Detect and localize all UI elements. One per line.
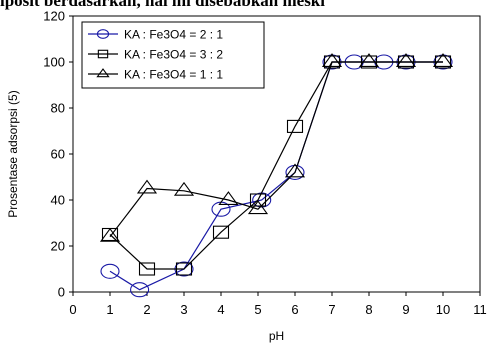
legend-label: KA : Fe3O4 = 2 : 1 [124,28,223,42]
data-point-triangle [395,53,417,67]
data-point-circle [100,263,120,279]
x-tick-label: 11 [473,302,487,317]
legend-item: KA : Fe3O4 = 2 : 1 [88,28,223,42]
data-point-square [138,262,156,276]
chart-axes: 0 20 40 60 80 100 120 0 1 2 3 4 5 6 7 8 9 10 11 pH Prosentas… [6,9,487,344]
data-point-square [175,262,193,276]
data-point-circle [130,282,150,298]
legend-item: KA : Fe3O4 = 3 : 2 [88,48,223,62]
data-point-square [212,225,230,239]
legend-marker-square [97,49,109,59]
data-point-triangle [173,181,195,196]
partial-caption-text: iposit berdasarkan, hal ini disebabkan m… [0,0,325,10]
x-tick-label: 10 [436,302,450,317]
legend-marker-circle [96,29,110,39]
y-tick-label: 0 [58,285,65,300]
data-point-triangle [247,200,269,215]
y-tick-label: 120 [43,9,65,24]
data-point-square [286,119,304,133]
legend-item: KA : Fe3O4 = 1 : 1 [88,68,223,82]
data-point-triangle [99,227,121,242]
y-tick-label: 20 [51,239,65,254]
x-tick-label: 4 [217,302,224,317]
x-tick-label: 5 [254,302,261,317]
legend-label: KA : Fe3O4 = 1 : 1 [124,68,223,82]
data-point-triangle [358,53,380,67]
y-tick-label: 100 [43,55,65,70]
x-tick-label: 8 [365,302,372,317]
data-point-triangle [136,179,158,194]
legend-label: KA : Fe3O4 = 3 : 2 [124,48,223,62]
x-tick-label: 1 [106,302,113,317]
series-line [109,61,443,238]
y-tick-label: 60 [51,147,65,162]
series-2 [101,55,452,276]
series-layer [99,53,454,298]
data-point-triangle [284,163,306,178]
chart-legend: KA : Fe3O4 = 2 : 1 KA : Fe3O4 = 3 : 2 KA :… [81,21,265,89]
x-tick-label: 9 [402,302,409,317]
x-axis-title: pH [269,329,284,343]
y-axis-title: Prosentase adsorpsi (5) [6,90,20,217]
x-tick-label: 2 [143,302,150,317]
legend-marker-triangle [96,68,110,78]
series-line [109,61,443,291]
data-point-triangle [218,191,239,205]
legend-box [81,21,265,89]
data-point-circle [285,164,305,180]
data-point-square [249,193,267,207]
series-3 [99,53,454,242]
x-tick-label: 3 [180,302,187,317]
data-point-triangle [432,53,454,67]
series-1 [100,54,453,298]
x-tick-label: 6 [291,302,298,317]
y-tick-label: 80 [51,101,65,116]
x-tick-label: 0 [69,302,76,317]
series-line [109,61,443,270]
x-tick-label: 7 [328,302,335,317]
y-tick-label: 40 [51,193,65,208]
data-point-triangle [321,53,343,67]
